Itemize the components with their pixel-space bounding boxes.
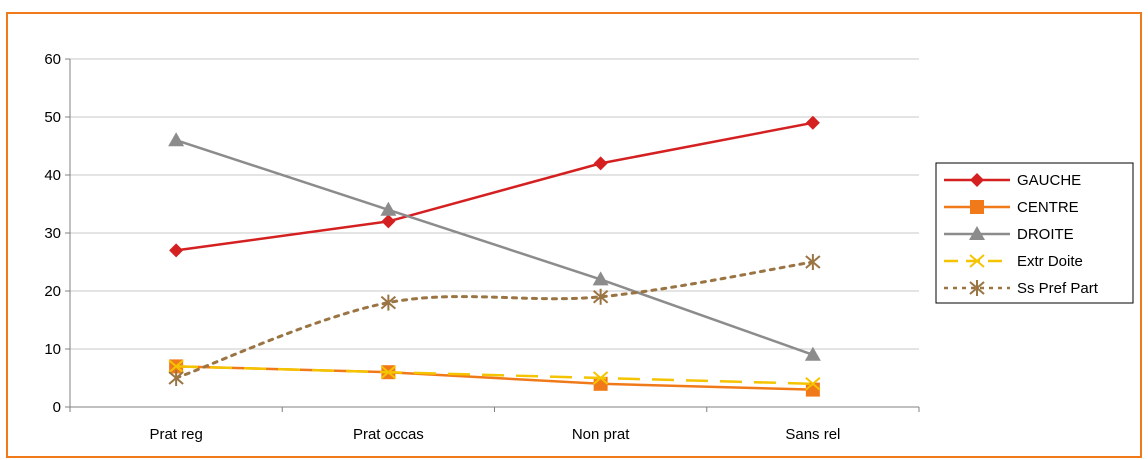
y-axis: 0 10 20 30 40 50 60 bbox=[44, 51, 71, 416]
marker-diamond bbox=[593, 156, 608, 171]
series-line bbox=[174, 260, 815, 380]
data-point bbox=[380, 294, 397, 311]
legend-entry: Ss Pref Part bbox=[944, 280, 1099, 297]
y-tick-label: 20 bbox=[44, 283, 61, 300]
legend-marker bbox=[969, 254, 985, 268]
series-line bbox=[175, 121, 814, 252]
series-centre bbox=[169, 359, 820, 397]
x-tick-label: Prat reg bbox=[149, 426, 202, 443]
grid-lines bbox=[70, 58, 919, 350]
y-tick-label: 40 bbox=[44, 167, 61, 184]
y-tick-label: 60 bbox=[44, 51, 61, 68]
legend-entry: Extr Doite bbox=[944, 253, 1083, 270]
y-tick-label: 0 bbox=[53, 399, 61, 416]
x-tick-label: Non prat bbox=[572, 426, 630, 443]
data-point bbox=[593, 156, 608, 171]
data-point bbox=[168, 359, 184, 374]
data-point bbox=[805, 115, 820, 130]
x-tick-label: Prat occas bbox=[353, 426, 424, 443]
data-point bbox=[592, 288, 609, 305]
data-point bbox=[804, 346, 821, 361]
legend: GAUCHE CENTRE DROITE Extr Doite Ss Pref Part bbox=[935, 162, 1134, 304]
data-point bbox=[168, 370, 184, 386]
marker-x-b bbox=[380, 365, 397, 379]
marker-diamond bbox=[805, 115, 820, 130]
data-point bbox=[805, 254, 821, 270]
data-point bbox=[805, 377, 821, 391]
legend-entry: GAUCHE bbox=[944, 172, 1081, 189]
y-tick-label: 30 bbox=[44, 225, 61, 242]
legend-label: Extr Doite bbox=[1017, 253, 1083, 270]
x-tick-label: Sans rel bbox=[785, 426, 840, 443]
marker-square bbox=[970, 200, 984, 214]
marker-x-b bbox=[168, 359, 184, 374]
marker-diamond bbox=[169, 243, 184, 258]
data-point bbox=[381, 214, 396, 229]
legend-label: DROITE bbox=[1017, 226, 1074, 243]
y-tick-label: 50 bbox=[44, 109, 61, 126]
series-droite bbox=[168, 132, 821, 361]
data-point bbox=[169, 243, 184, 258]
marker-diamond bbox=[970, 173, 984, 187]
data-point bbox=[380, 201, 397, 216]
legend-marker bbox=[969, 280, 985, 296]
marker-diamond bbox=[381, 214, 396, 229]
series-line bbox=[175, 139, 814, 356]
legend-marker bbox=[970, 173, 984, 187]
marker-x-b bbox=[592, 371, 609, 385]
series-layer bbox=[168, 115, 821, 397]
legend-marker bbox=[969, 226, 985, 240]
marker-triangle bbox=[592, 271, 609, 286]
marker-x-b bbox=[805, 377, 821, 391]
marker-x-b bbox=[969, 254, 985, 268]
data-point bbox=[592, 371, 609, 385]
legend-entry: CENTRE bbox=[944, 199, 1079, 216]
legend-label: CENTRE bbox=[1017, 199, 1079, 216]
legend-entry: DROITE bbox=[944, 226, 1074, 243]
y-tick-label: 10 bbox=[44, 341, 61, 358]
marker-triangle bbox=[969, 226, 985, 240]
data-point bbox=[380, 365, 397, 379]
series-extr-doite bbox=[168, 359, 821, 391]
marker-triangle bbox=[168, 132, 185, 147]
x-axis: Prat reg Prat occas Non prat Sans rel bbox=[69, 406, 920, 443]
data-point bbox=[592, 271, 609, 286]
legend-label: Ss Pref Part bbox=[1017, 280, 1099, 297]
series-line bbox=[176, 365, 813, 391]
series-ss-pref-part bbox=[168, 254, 821, 386]
legend-label: GAUCHE bbox=[1017, 172, 1081, 189]
series-gauche bbox=[169, 115, 820, 258]
data-point bbox=[168, 132, 185, 147]
series-line bbox=[176, 365, 813, 386]
marker-triangle bbox=[804, 346, 821, 361]
legend-marker bbox=[970, 200, 984, 214]
marker-triangle bbox=[380, 201, 397, 216]
